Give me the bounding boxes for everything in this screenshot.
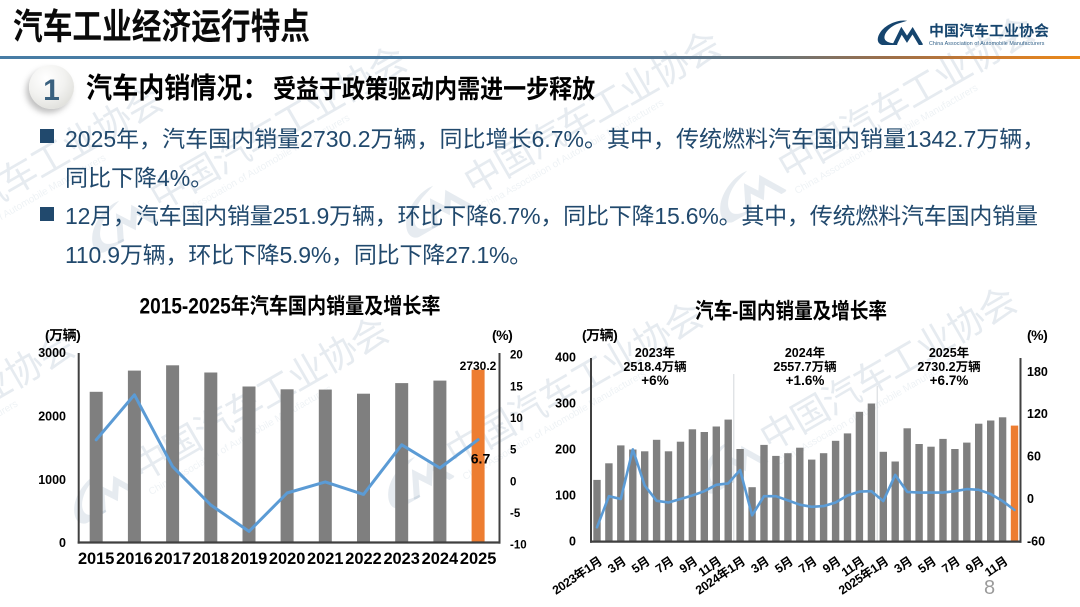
svg-text:2019: 2019 xyxy=(231,545,268,569)
svg-text:2025: 2025 xyxy=(460,545,497,569)
svg-text:+6.7%: +6.7% xyxy=(930,369,969,389)
svg-text:0: 0 xyxy=(569,531,576,550)
svg-text:180: 180 xyxy=(1027,361,1048,380)
svg-text:5月: 5月 xyxy=(627,552,652,577)
svg-text:2025年: 2025年 xyxy=(929,342,969,361)
svg-text:-60: -60 xyxy=(1027,531,1045,550)
svg-text:2023: 2023 xyxy=(383,545,420,569)
svg-text:2730.2: 2730.2 xyxy=(460,357,497,374)
svg-text:2022: 2022 xyxy=(345,545,382,569)
svg-text:0: 0 xyxy=(59,532,66,551)
svg-text:100: 100 xyxy=(555,485,576,504)
svg-text:2020: 2020 xyxy=(269,545,306,569)
svg-text:(%): (%) xyxy=(1027,325,1047,345)
svg-text:10: 10 xyxy=(510,410,523,426)
svg-text:2018: 2018 xyxy=(193,545,230,569)
svg-text:2015-2025年汽车国内销量及增长率: 2015-2025年汽车国内销量及增长率 xyxy=(140,289,441,321)
svg-text:200: 200 xyxy=(555,439,576,458)
svg-text:2023年1月: 2023年1月 xyxy=(548,552,605,599)
svg-text:3000: 3000 xyxy=(38,342,66,361)
svg-text:2518.4万辆: 2518.4万辆 xyxy=(623,356,687,375)
svg-text:7月: 7月 xyxy=(938,552,963,577)
svg-text:2021: 2021 xyxy=(307,545,344,569)
svg-text:5月: 5月 xyxy=(771,552,796,577)
svg-text:2557.7万辆: 2557.7万辆 xyxy=(773,356,837,375)
svg-text:1000: 1000 xyxy=(38,469,66,488)
svg-text:(%): (%) xyxy=(492,325,512,345)
svg-text:(万辆): (万辆) xyxy=(45,325,80,345)
svg-text:2730.2万辆: 2730.2万辆 xyxy=(917,356,981,375)
svg-text:2017: 2017 xyxy=(154,545,191,569)
svg-text:300: 300 xyxy=(555,393,576,412)
svg-text:7月: 7月 xyxy=(651,552,676,577)
svg-text:3月: 3月 xyxy=(604,552,629,577)
svg-text:2024年: 2024年 xyxy=(785,342,825,361)
svg-text:+6%: +6% xyxy=(641,369,668,389)
svg-text:15: 15 xyxy=(510,378,523,394)
svg-text:-10: -10 xyxy=(510,537,527,553)
svg-text:2016: 2016 xyxy=(116,545,153,569)
svg-text:120: 120 xyxy=(1027,403,1048,422)
svg-text:3月: 3月 xyxy=(890,552,915,577)
svg-text:2000: 2000 xyxy=(38,406,66,425)
svg-text:汽车-国内销量及增长率: 汽车-国内销量及增长率 xyxy=(695,294,887,326)
svg-text:5月: 5月 xyxy=(914,552,939,577)
svg-text:6.7: 6.7 xyxy=(471,449,491,469)
svg-text:3月: 3月 xyxy=(747,552,772,577)
svg-text:2023年: 2023年 xyxy=(635,342,675,361)
svg-text:+1.6%: +1.6% xyxy=(786,369,825,389)
svg-text:400: 400 xyxy=(555,347,576,366)
svg-text:60: 60 xyxy=(1027,446,1041,465)
svg-text:7月: 7月 xyxy=(794,552,819,577)
svg-text:5: 5 xyxy=(510,442,517,458)
svg-text:2015: 2015 xyxy=(78,545,115,569)
svg-text:20: 20 xyxy=(510,347,523,363)
svg-text:(万辆): (万辆) xyxy=(582,325,617,345)
svg-text:-5: -5 xyxy=(510,505,521,521)
svg-text:0: 0 xyxy=(1027,488,1034,507)
svg-text:2024: 2024 xyxy=(422,545,459,569)
svg-text:0: 0 xyxy=(510,473,516,489)
